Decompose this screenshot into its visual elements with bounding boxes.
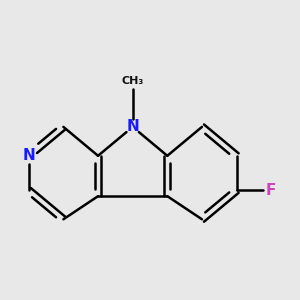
Text: CH₃: CH₃ [122,76,144,86]
Text: N: N [22,148,35,163]
Text: N: N [126,119,139,134]
Text: F: F [266,183,276,198]
